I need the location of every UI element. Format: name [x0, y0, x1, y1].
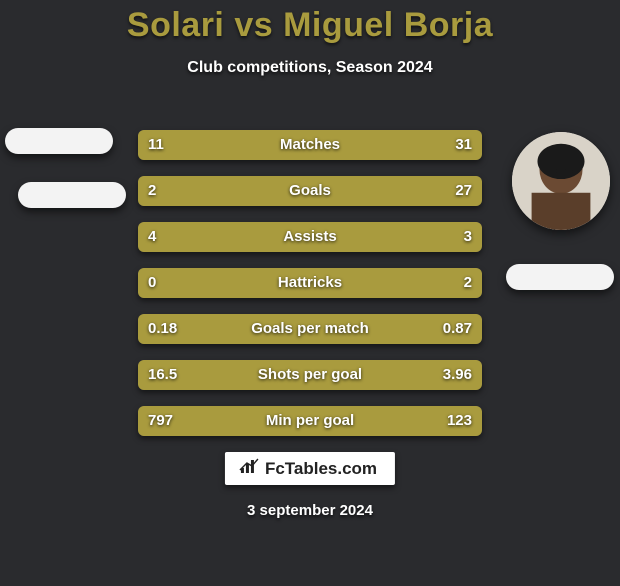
- stat-bar-right: [196, 314, 482, 344]
- chart-icon: [239, 458, 259, 479]
- stat-bar-left: [138, 130, 179, 160]
- player-right-avatar: [512, 132, 610, 230]
- stat-row: 1131Matches: [138, 130, 482, 160]
- comparison-date: 3 september 2024: [0, 502, 620, 519]
- stat-bar-right: [145, 268, 482, 298]
- stat-row: 02Hattricks: [138, 268, 482, 298]
- player-left-pill-2: [18, 182, 126, 208]
- stat-bar-right: [162, 176, 482, 206]
- stat-bar-left: [138, 268, 145, 298]
- comparison-title: Solari vs Miguel Borja: [0, 6, 620, 45]
- stat-bar-left: [138, 314, 196, 344]
- stat-bar-right: [334, 222, 482, 252]
- stat-bar-left: [138, 406, 434, 436]
- stat-row: 227Goals: [138, 176, 482, 206]
- avatar-placeholder-icon: [512, 132, 610, 230]
- stat-row: 16.53.96Shots per goal: [138, 360, 482, 390]
- stat-bar-left: [138, 176, 162, 206]
- stat-bar-right: [413, 360, 482, 390]
- source-label: FcTables.com: [265, 459, 377, 479]
- stat-bar-right: [434, 406, 482, 436]
- stat-row: 43Assists: [138, 222, 482, 252]
- comparison-subtitle: Club competitions, Season 2024: [0, 59, 620, 77]
- stat-bar-left: [138, 222, 334, 252]
- stat-bar-left: [138, 360, 413, 390]
- source-badge: FcTables.com: [225, 452, 395, 485]
- stat-row: 0.180.87Goals per match: [138, 314, 482, 344]
- player-right-pill: [506, 264, 614, 290]
- stat-bar-right: [179, 130, 482, 160]
- stat-row: 797123Min per goal: [138, 406, 482, 436]
- player-left-pill-1: [5, 128, 113, 154]
- stats-table: 1131Matches 227Goals 43Assists 02Hattricks 0…: [138, 130, 482, 452]
